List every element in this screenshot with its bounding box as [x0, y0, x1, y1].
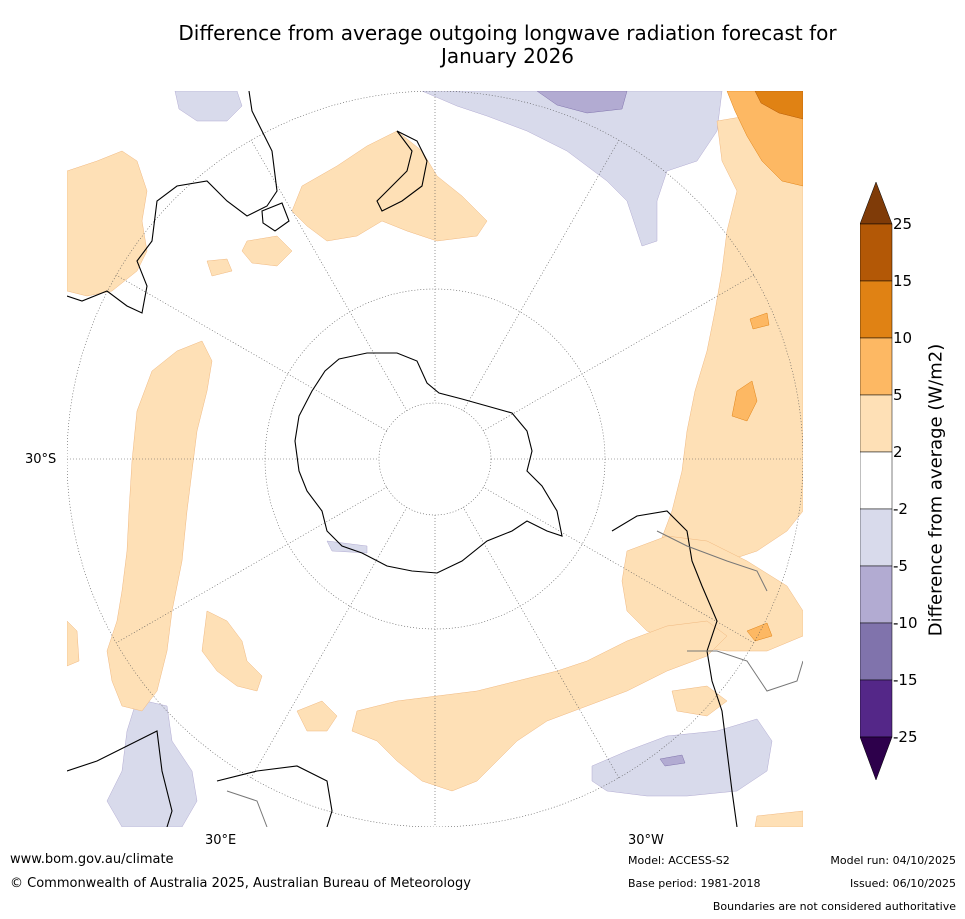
anomaly-5-10: [726, 91, 803, 642]
footer-base-period: Base period: 1981-2018: [628, 877, 761, 890]
graticule: [67, 91, 803, 827]
colorbar-10-15: [860, 280, 893, 339]
colorbar-arrow-bottom: [860, 736, 893, 781]
colorbar-m2-2: [860, 451, 893, 510]
colorbar-m5-m2: [860, 508, 893, 567]
footer-disclaimer: Boundaries are not considered authoritat…: [712, 900, 956, 913]
anomaly-10-15: [754, 91, 803, 120]
colorbar: [860, 182, 893, 781]
footer-website[interactable]: www.bom.gov.au/climate: [10, 852, 174, 867]
colorbar-label: Difference from average (W/m2): [925, 343, 947, 637]
footer-copyright: © Commonwealth of Australia 2025, Austra…: [10, 876, 471, 891]
colorbar-tick-15: 15: [893, 272, 913, 290]
colorbar-5-10: [860, 337, 893, 396]
anomaly-2-5: [67, 115, 803, 827]
colorbar-2-5: [860, 394, 893, 453]
colorbar-m10-m5: [860, 565, 893, 624]
lat-label-30s: 30°S: [25, 452, 57, 467]
title-line-1: Difference from average outgoing longwav…: [178, 21, 837, 45]
lon-label-30w: 30°W: [628, 833, 664, 848]
footer-model: Model: ACCESS-S2: [628, 854, 730, 867]
colorbar-15-25: [860, 223, 893, 282]
colorbar-tick-2: 2: [893, 443, 903, 461]
colorbar-tick-minus15: -15: [893, 671, 918, 689]
boundaries: [226, 530, 803, 827]
title-line-2: January 2026: [440, 44, 575, 68]
colorbar-tick-minus10: -10: [893, 614, 918, 632]
footer-model-run: Model run: 04/10/2025: [830, 854, 956, 867]
coastlines: [67, 91, 738, 827]
colorbar-tick-minus25: -25: [893, 728, 918, 746]
footer-issued: Issued: 06/10/2025: [849, 877, 956, 890]
colorbar-m15-m10: [860, 622, 893, 681]
colorbar-arrow-top: [860, 182, 893, 225]
colorbar-m25-m15: [860, 679, 893, 738]
polar-map: [67, 91, 803, 827]
colorbar-tick-minus2: -2: [893, 500, 908, 518]
colorbar-tick-25: 25: [893, 215, 913, 233]
lon-label-30e: 30°E: [205, 833, 237, 848]
colorbar-tick-10: 10: [893, 329, 913, 347]
chart-title: Difference from average outgoing longwav…: [60, 22, 955, 68]
colorbar-tick-5: 5: [893, 386, 903, 404]
anomaly-minus10-minus5: [536, 91, 686, 767]
colorbar-tick-minus5: -5: [893, 557, 908, 575]
